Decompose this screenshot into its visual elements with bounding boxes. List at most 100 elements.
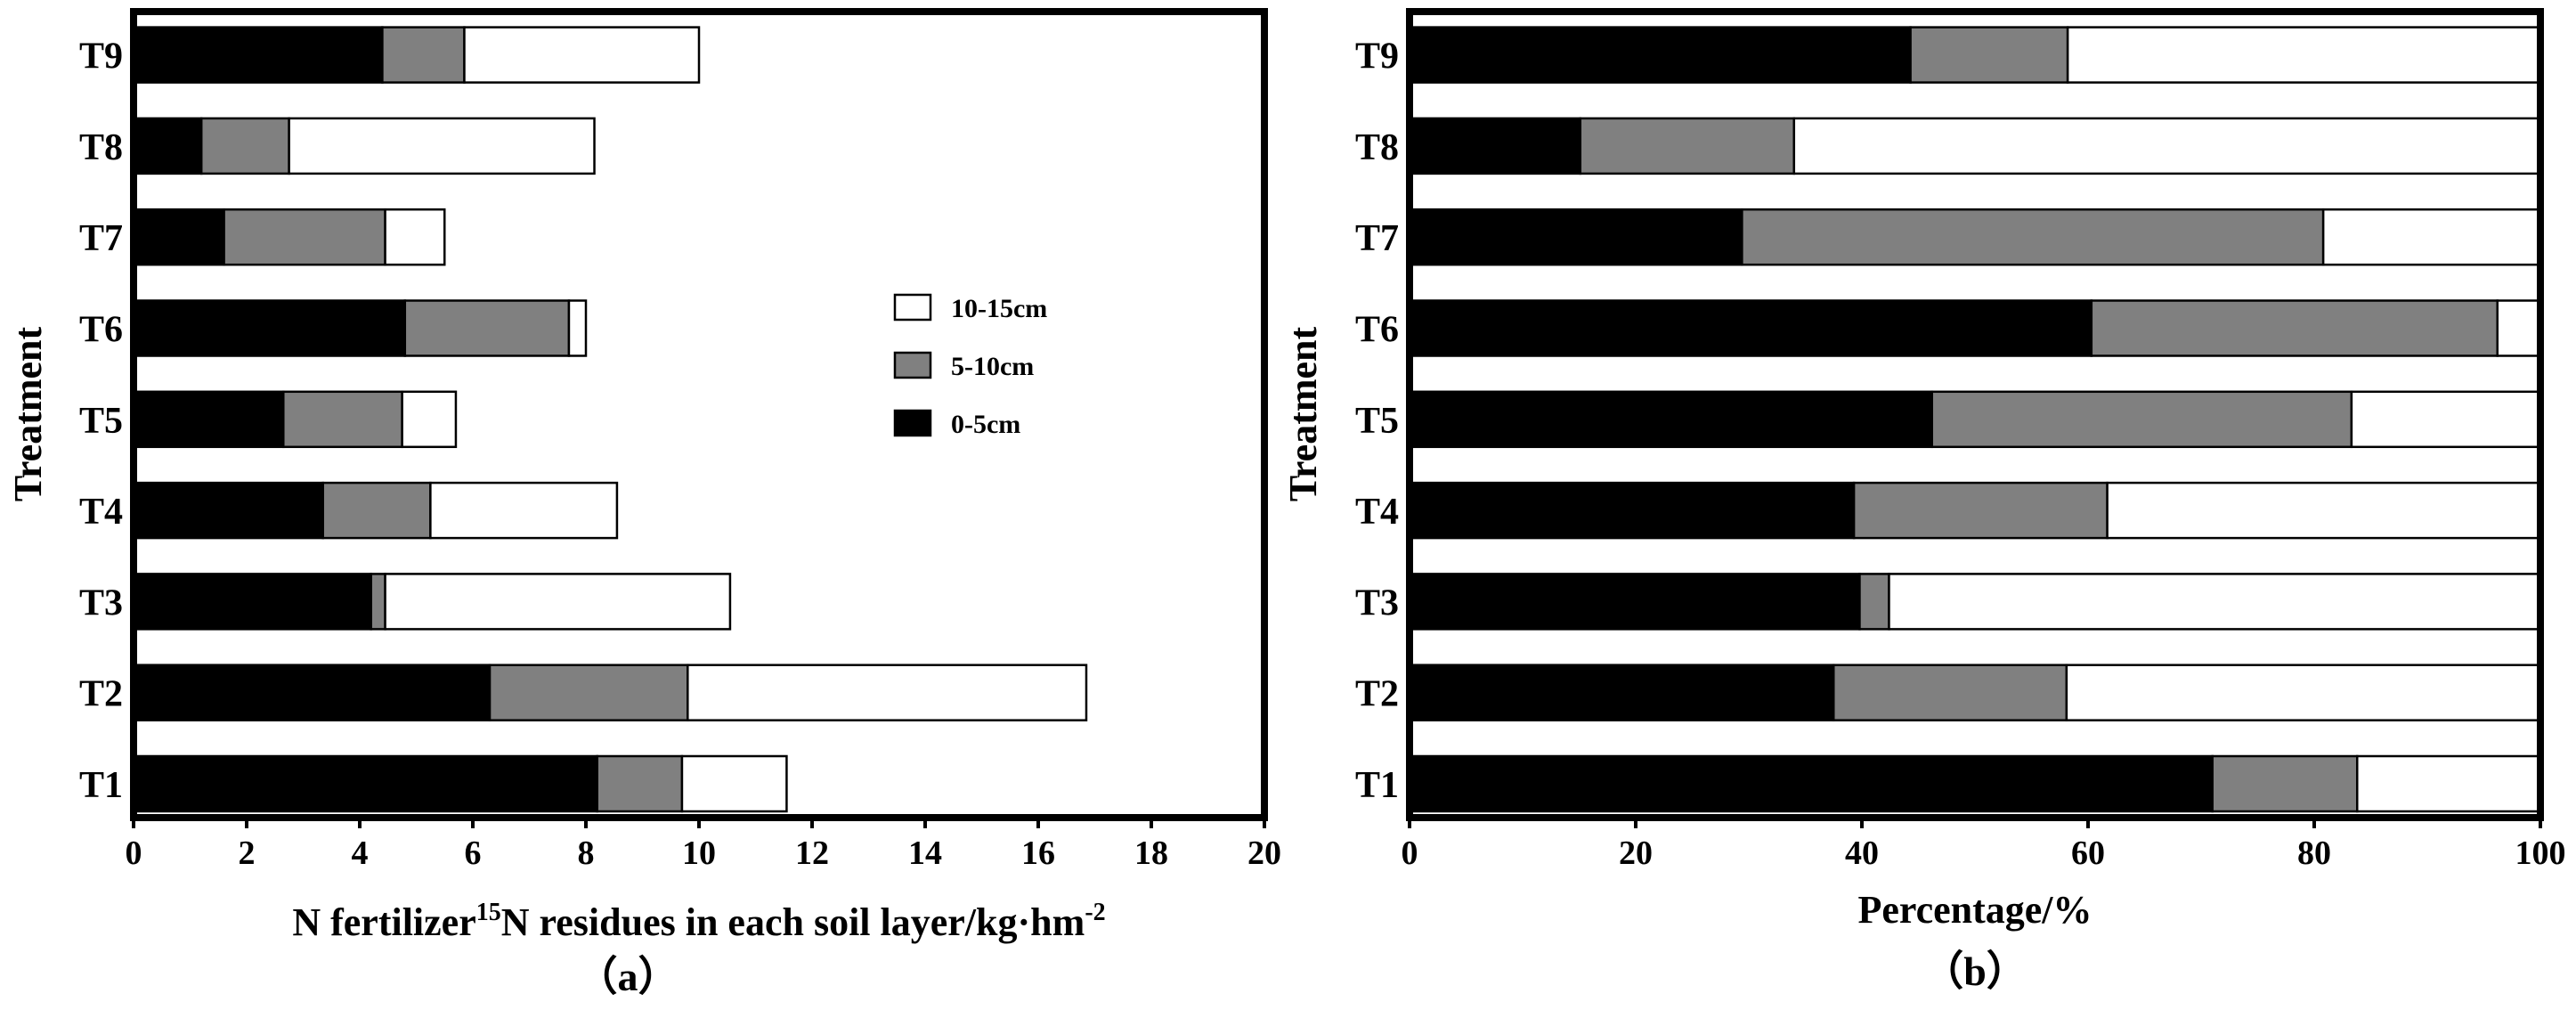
y-tick-label-b-t5: T5 [1355,401,1399,442]
bar-b-t6-5-10cm [2090,299,2499,357]
bar-a-t3-5-10cm [370,573,386,631]
legend-label-5-10cm: 5-10cm [951,352,1034,381]
x-tick-labels-a: 0 2 4 6 8 10 12 14 16 18 20 [126,818,1281,872]
bar-a-t8-10-15cm [288,117,596,175]
bar-b-t9-10-15cm [2066,26,2542,84]
bar-a-t2-0-5cm [132,664,492,721]
bar-a-t9-5-10cm [381,26,466,84]
legend-swatch-5-10cm [893,351,932,379]
bar-a-t6-5-10cm [403,299,571,357]
bar-b-t5-5-10cm [1930,390,2353,449]
bar-a-t6-10-15cm [567,299,588,357]
bar-a-t7-5-10cm [223,208,386,266]
x-axis-label-a-part2: N residues in each soil layer/kg·hm [501,900,1085,944]
bar-a-t9-10-15cm [463,26,701,84]
bar-a-t2-10-15cm [687,664,1088,721]
bar-a-t3-0-5cm [132,573,372,631]
x-tick-label-a-18: 18 [1134,835,1168,872]
panel-a: T1 T2 T3 T4 T5 T6 T7 T8 T9 0 2 4 6 8 10 12 14 16 18 20 Tre… [6,8,1281,999]
y-tick-label-b-t1: T1 [1355,765,1399,806]
bar-b-t3-10-15cm [1888,573,2542,631]
x-axis-label-a-sup1: 15 [476,899,501,926]
bar-b-t6-0-5cm [1408,299,2093,357]
bar-b-t3-0-5cm [1408,573,1861,631]
bar-b-t4-10-15cm [2106,481,2542,540]
bar-a-t8-0-5cm [132,117,203,175]
bar-b-t7-5-10cm [1741,208,2325,266]
bar-b-t9-0-5cm [1408,26,1912,84]
bar-a-t4-0-5cm [132,481,324,540]
y-tick-label-b-t3: T3 [1355,582,1399,623]
y-tick-label-a-t9: T9 [79,37,123,77]
y-tick-label-b-t4: T4 [1355,492,1399,533]
y-tick-labels-b: T1 T2 T3 T4 T5 T6 T7 T8 T9 [1355,37,1399,806]
bar-a-t2-5-10cm [488,664,689,721]
x-tick-label-a-20: 20 [1247,835,1281,872]
bar-b-t8-10-15cm [1792,117,2542,175]
y-tick-label-a-t5: T5 [79,401,123,442]
x-tick-label-a-6: 6 [465,835,482,872]
legend-swatch-0-5cm [893,409,932,437]
bar-b-t2-10-15cm [2065,664,2542,721]
bar-a-t8-5-10cm [199,117,290,175]
x-tick-label-a-16: 16 [1021,835,1055,872]
bar-a-t7-10-15cm [384,208,446,266]
bar-a-t3-10-15cm [384,573,732,631]
plot-frame-b [1406,8,2544,821]
bar-a-t5-5-10cm [282,390,403,449]
panel-label-a: （a） [577,954,679,999]
x-tick-label-b-40: 40 [1845,835,1879,872]
x-tick-label-a-8: 8 [578,835,595,872]
x-axis-label-a: N fertilizer15N residues in each soil la… [292,899,1105,944]
x-tick-label-a-12: 12 [795,835,829,872]
y-tick-label-a-t1: T1 [79,765,123,806]
x-tick-label-a-14: 14 [908,835,942,872]
bar-a-t5-0-5cm [132,390,285,449]
y-tick-label-a-t6: T6 [79,310,123,351]
y-tick-label-b-t6: T6 [1355,310,1399,351]
bar-b-t7-0-5cm [1408,208,1743,266]
x-tick-label-b-0: 0 [1402,835,1418,872]
panel-b: T1 T2 T3 T4 T5 T6 T7 T8 T9 0 20 40 60 80 100 Treatmen… [1281,8,2566,994]
bar-b-t4-0-5cm [1408,481,1856,540]
legend-swatch-10-15cm [893,293,932,322]
y-tick-label-b-t2: T2 [1355,674,1399,715]
x-tick-label-a-2: 2 [239,835,256,872]
y-tick-label-b-t8: T8 [1355,127,1399,168]
legend-label-10-15cm: 10-15cm [951,294,1047,323]
panel-label-b: （b） [1922,949,2027,994]
y-tick-label-a-t3: T3 [79,582,123,623]
y-tick-labels-a: T1 T2 T3 T4 T5 T6 T7 T8 T9 [79,37,123,806]
bar-b-t4-5-10cm [1852,481,2109,540]
bar-a-t9-0-5cm [132,26,384,84]
legend-a: 10-15cm 5-10cm 0-5cm [893,293,1047,439]
y-tick-label-a-t4: T4 [79,492,123,533]
legend-label-0-5cm: 0-5cm [951,410,1020,439]
bar-a-t1-0-5cm [132,754,598,813]
bar-b-t1-10-15cm [2356,754,2542,813]
bar-b-t5-0-5cm [1408,390,1933,449]
bar-a-t4-10-15cm [429,481,619,540]
bar-b-t9-5-10cm [1909,26,2069,84]
bar-b-t2-0-5cm [1408,664,1835,721]
x-tick-label-a-10: 10 [682,835,716,872]
bar-b-t6-10-15cm [2496,299,2542,357]
x-tick-label-b-100: 100 [2515,835,2566,872]
bar-a-t4-5-10cm [321,481,432,540]
bar-b-t3-5-10cm [1858,573,1890,631]
x-tick-label-b-20: 20 [1619,835,1653,872]
bar-b-t5-10-15cm [2350,390,2542,449]
bar-a-t5-10-15cm [401,390,458,449]
bars-b [1408,26,2542,813]
bar-b-t2-5-10cm [1832,664,2068,721]
x-axis-label-a-part1: N fertilizer [292,900,475,944]
y-axis-label-b: Treatment [1281,327,1325,502]
y-tick-label-a-t7: T7 [79,218,123,259]
bar-b-t1-5-10cm [2211,754,2359,813]
y-tick-label-a-t2: T2 [79,674,123,715]
x-tick-label-a-4: 4 [352,835,369,872]
bar-b-t8-0-5cm [1408,117,1582,175]
bars-a [132,26,1088,813]
bar-a-t7-0-5cm [132,208,225,266]
